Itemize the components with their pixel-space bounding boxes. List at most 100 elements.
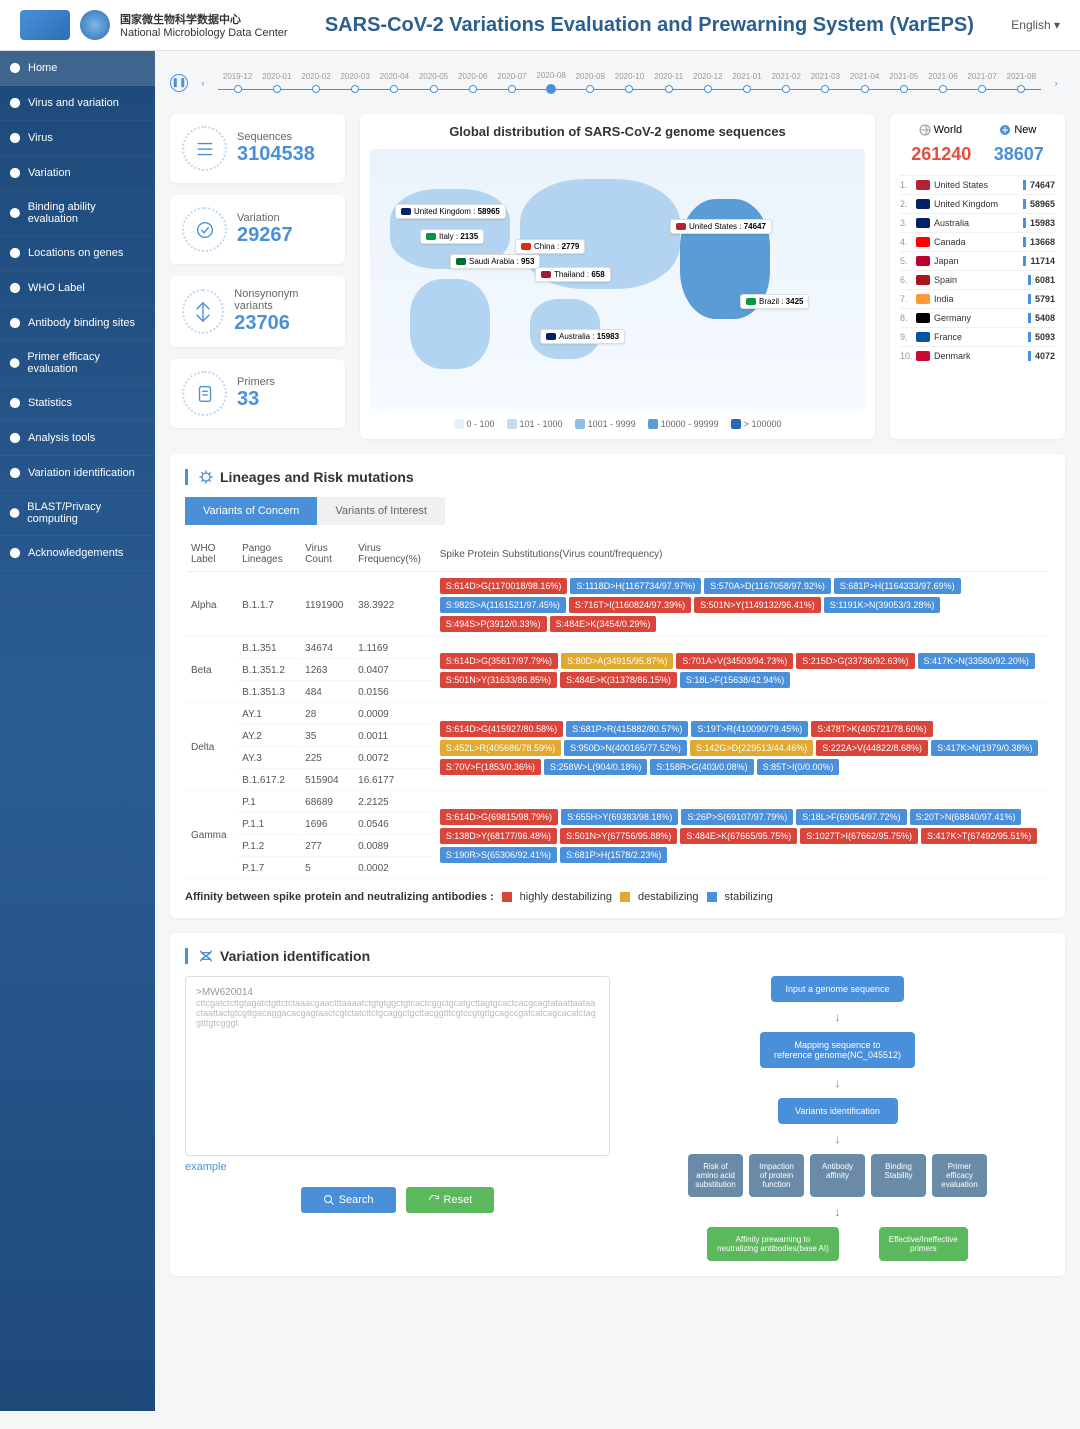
stats-column: Sequences3104538Variation29267Nonsynonym…	[170, 114, 345, 439]
substitution-chip[interactable]: S:20T>N(68840/97.41%)	[910, 809, 1022, 825]
example-link[interactable]: example	[185, 1161, 227, 1173]
rank-row[interactable]: 9.France5093	[900, 327, 1055, 346]
substitution-chip[interactable]: S:484E>K(31378/86.15%)	[560, 672, 677, 688]
substitution-chip[interactable]: S:614D>G(1170018/98.16%)	[440, 578, 568, 594]
substitution-chip[interactable]: S:681P>H(1164333/97.69%)	[834, 578, 961, 594]
timeline-dot	[586, 85, 594, 93]
substitution-chip[interactable]: S:417K>T(67492/95.51%)	[921, 828, 1037, 844]
substitution-chip[interactable]: S:614D>G(415927/80.58%)	[440, 721, 563, 737]
substitution-chip[interactable]: S:478T>K(405721/78.60%)	[811, 721, 932, 737]
substitution-chip[interactable]: S:18L>F(69054/97.72%)	[796, 809, 906, 825]
substitution-chip[interactable]: S:501N>Y(31633/86.85%)	[440, 672, 557, 688]
sidebar-item[interactable]: Primer efficacy evaluation	[0, 341, 155, 386]
map-callout[interactable]: Saudi Arabia : 953	[450, 254, 540, 269]
substitution-chip[interactable]: S:494S>P(3912/0.33%)	[440, 616, 547, 632]
stat-label: Nonsynonym variants	[234, 288, 333, 312]
rank-row[interactable]: 7.India5791	[900, 289, 1055, 308]
map-callout[interactable]: China : 2779	[515, 239, 585, 254]
substitution-chip[interactable]: S:501N>Y(1149132/96.41%)	[694, 597, 821, 613]
flag-icon	[916, 351, 930, 361]
sidebar-item[interactable]: Variation	[0, 156, 155, 191]
substitution-chip[interactable]: S:484E>K(67665/95.75%)	[680, 828, 797, 844]
sidebar-item[interactable]: Home	[0, 51, 155, 86]
sidebar-item[interactable]: Acknowledgements	[0, 536, 155, 571]
rank-country: India	[934, 294, 1028, 304]
map-callout[interactable]: United Kingdom : 58965	[395, 204, 506, 219]
rank-row[interactable]: 3.Australia15983	[900, 213, 1055, 232]
substitution-chip[interactable]: S:452L>R(405686/78.59%)	[440, 740, 561, 756]
sidebar-item[interactable]: Statistics	[0, 386, 155, 421]
search-button[interactable]: Search	[301, 1187, 396, 1213]
timeline-point[interactable]: 2020-08	[532, 71, 571, 94]
substitution-chip[interactable]: S:80D>A(34915/95.87%)	[561, 653, 673, 669]
new-tab[interactable]: New	[999, 124, 1036, 136]
sidebar-item[interactable]: Variation identification	[0, 456, 155, 491]
rank-row[interactable]: 10.Denmark4072	[900, 346, 1055, 365]
substitution-chip[interactable]: S:26P>S(69107/97.79%)	[681, 809, 793, 825]
sidebar-item[interactable]: BLAST/Privacy computing	[0, 491, 155, 536]
sidebar-item[interactable]: Binding ability evaluation	[0, 191, 155, 236]
sequence-input[interactable]: >MW620014 cttcgatctcttgtagatctgttctctaaa…	[185, 976, 610, 1156]
substitution-chip[interactable]: S:85T>I(0/0.00%)	[757, 759, 840, 775]
sidebar-item[interactable]: Virus and variation	[0, 86, 155, 121]
substitution-chip[interactable]: S:417K>N(1979/0.38%)	[931, 740, 1038, 756]
tab[interactable]: Variants of Concern	[185, 497, 317, 525]
map-callout[interactable]: Italy : 2135	[420, 229, 484, 244]
timeline-prev-button[interactable]: ‹	[194, 74, 212, 92]
map-callout[interactable]: Thailand : 658	[535, 267, 611, 282]
map-callout[interactable]: Australia : 15983	[540, 329, 625, 344]
substitution-chip[interactable]: S:222A>V(44822/8.68%)	[816, 740, 928, 756]
substitution-chip[interactable]: S:681P>H(1578/2.23%)	[560, 847, 667, 863]
dna-icon	[198, 948, 214, 964]
substitution-chip[interactable]: S:1191K>N(39053/3.28%)	[824, 597, 941, 613]
reset-icon	[428, 1194, 440, 1206]
substitution-chip[interactable]: S:655H>Y(69383/98.18%)	[561, 809, 678, 825]
sidebar-item[interactable]: Virus	[0, 121, 155, 156]
substitution-chip[interactable]: S:1118D>H(1167734/97.97%)	[570, 578, 701, 594]
world-tab[interactable]: World	[919, 124, 963, 136]
timeline-pause-button[interactable]: ❚❚	[170, 74, 188, 92]
substitution-chip[interactable]: S:614D>G(69815/98.79%)	[440, 809, 558, 825]
sidebar-item[interactable]: WHO Label	[0, 271, 155, 306]
substitution-chip[interactable]: S:484E>K(3454/0.29%)	[550, 616, 657, 632]
timeline-next-button[interactable]: ›	[1047, 74, 1065, 92]
rank-row[interactable]: 5.Japan11714	[900, 251, 1055, 270]
sidebar-item[interactable]: Antibody binding sites	[0, 306, 155, 341]
rank-row[interactable]: 2.United Kingdom58965	[900, 194, 1055, 213]
rank-value: 5408	[1028, 313, 1055, 323]
rank-row[interactable]: 6.Spain6081	[900, 270, 1055, 289]
sidebar-item[interactable]: Analysis tools	[0, 421, 155, 456]
substitution-chip[interactable]: S:138D>Y(68177/96.48%)	[440, 828, 557, 844]
substitution-chip[interactable]: S:681P>R(415882/80.57%)	[566, 721, 688, 737]
nav-icon	[8, 506, 21, 520]
rank-row[interactable]: 1.United States74647	[900, 175, 1055, 194]
rank-row[interactable]: 8.Germany5408	[900, 308, 1055, 327]
sidebar-item[interactable]: Locations on genes	[0, 236, 155, 271]
substitution-chip[interactable]: S:18L>F(15638/42.94%)	[680, 672, 790, 688]
reset-button[interactable]: Reset	[406, 1187, 495, 1213]
map-callout[interactable]: Brazil : 3425	[740, 294, 809, 309]
substitution-chip[interactable]: S:570A>D(1167058/97.92%)	[704, 578, 831, 594]
map-callout[interactable]: United States : 74647	[670, 219, 772, 234]
substitution-chip[interactable]: S:142G>D(229513/44.46%)	[690, 740, 813, 756]
substitution-chip[interactable]: S:501N>Y(67756/95.88%)	[560, 828, 677, 844]
substitution-chip[interactable]: S:716T>I(1160824/97.39%)	[569, 597, 691, 613]
substitution-chip[interactable]: S:701A>V(34503/94.73%)	[676, 653, 793, 669]
legend-swatch	[620, 892, 630, 902]
rank-row[interactable]: 4.Canada13668	[900, 232, 1055, 251]
world-map[interactable]: United Kingdom : 58965 Italy : 2135 Saudi …	[370, 149, 865, 409]
substitution-chip[interactable]: S:982S>A(1161521/97.45%)	[440, 597, 566, 613]
substitution-chip[interactable]: S:215D>G(33736/92.63%)	[796, 653, 914, 669]
substitution-chip[interactable]: S:19T>R(410090/79.45%)	[691, 721, 808, 737]
substitution-chip[interactable]: S:417K>N(33580/92.20%)	[918, 653, 1035, 669]
substitution-chip[interactable]: S:190R>S(65306/92.41%)	[440, 847, 557, 863]
substitution-chip[interactable]: S:1027T>I(67662/95.75%)	[800, 828, 918, 844]
timeline-dot	[234, 85, 242, 93]
substitution-chip[interactable]: S:950D>N(400165/77.52%)	[564, 740, 687, 756]
tab[interactable]: Variants of Interest	[317, 497, 445, 525]
language-selector[interactable]: English ▾	[1011, 18, 1060, 32]
substitution-chip[interactable]: S:70V>F(1853/0.36%)	[440, 759, 541, 775]
substitution-chip[interactable]: S:614D>G(35617/97.79%)	[440, 653, 558, 669]
substitution-chip[interactable]: S:258W>L(904/0.18%)	[544, 759, 647, 775]
substitution-chip[interactable]: S:158R>G(403/0.08%)	[650, 759, 753, 775]
